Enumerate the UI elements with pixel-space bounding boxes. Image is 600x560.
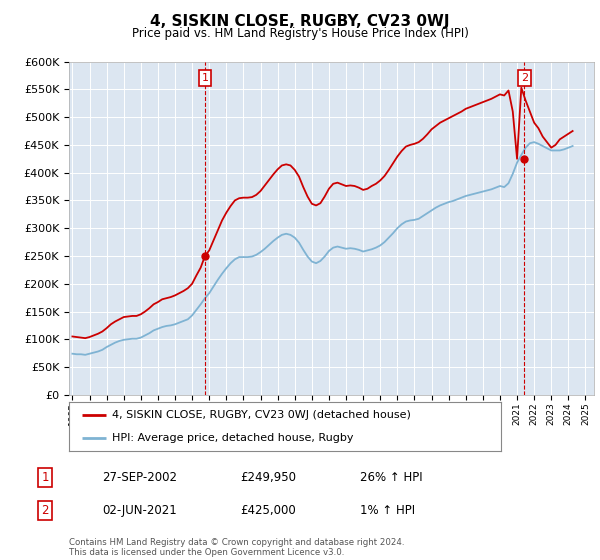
Text: Contains HM Land Registry data © Crown copyright and database right 2024.
This d: Contains HM Land Registry data © Crown c… bbox=[69, 538, 404, 557]
Text: HPI: Average price, detached house, Rugby: HPI: Average price, detached house, Rugb… bbox=[112, 433, 354, 444]
Text: 4, SISKIN CLOSE, RUGBY, CV23 0WJ: 4, SISKIN CLOSE, RUGBY, CV23 0WJ bbox=[150, 14, 450, 29]
Text: 1: 1 bbox=[41, 470, 49, 484]
Text: 1: 1 bbox=[202, 73, 208, 83]
Text: £249,950: £249,950 bbox=[240, 470, 296, 484]
Text: Price paid vs. HM Land Registry's House Price Index (HPI): Price paid vs. HM Land Registry's House … bbox=[131, 27, 469, 40]
Text: £425,000: £425,000 bbox=[240, 504, 296, 517]
Text: 1% ↑ HPI: 1% ↑ HPI bbox=[360, 504, 415, 517]
Text: 2: 2 bbox=[521, 73, 528, 83]
Text: 4, SISKIN CLOSE, RUGBY, CV23 0WJ (detached house): 4, SISKIN CLOSE, RUGBY, CV23 0WJ (detach… bbox=[112, 410, 411, 421]
Text: 02-JUN-2021: 02-JUN-2021 bbox=[102, 504, 177, 517]
Text: 27-SEP-2002: 27-SEP-2002 bbox=[102, 470, 177, 484]
Text: 2: 2 bbox=[41, 504, 49, 517]
Text: 26% ↑ HPI: 26% ↑ HPI bbox=[360, 470, 422, 484]
